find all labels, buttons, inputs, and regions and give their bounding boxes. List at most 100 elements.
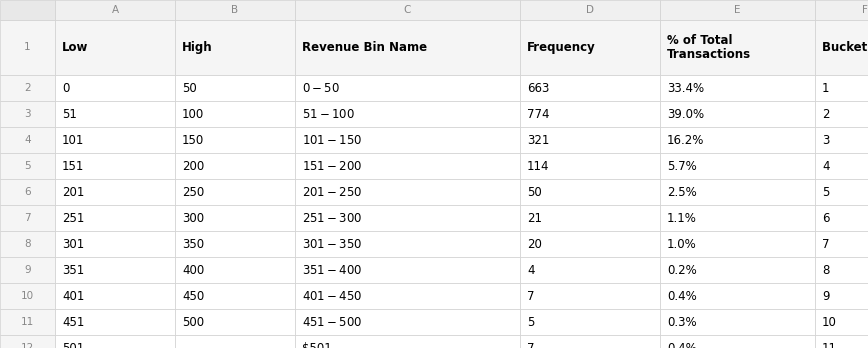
Bar	[175, 283, 295, 309]
Bar	[815, 153, 868, 179]
Text: 3: 3	[822, 134, 830, 147]
Bar	[815, 101, 868, 127]
Bar	[175, 127, 295, 153]
Bar	[520, 0, 660, 20]
Text: 12: 12	[21, 343, 34, 348]
Bar	[55, 101, 175, 127]
Bar	[815, 335, 868, 348]
Bar	[520, 257, 660, 283]
Bar	[815, 179, 868, 205]
Text: 11: 11	[822, 341, 837, 348]
Bar	[175, 20, 295, 75]
Bar	[295, 75, 520, 101]
Text: 100: 100	[182, 108, 204, 120]
Text: 5.7%: 5.7%	[667, 159, 697, 173]
Text: $51-$100: $51-$100	[302, 108, 355, 120]
Text: $351-$400: $351-$400	[302, 263, 363, 277]
Bar	[0, 283, 55, 309]
Bar	[815, 309, 868, 335]
Bar	[815, 205, 868, 231]
Bar	[55, 205, 175, 231]
Text: 7: 7	[527, 341, 535, 348]
Text: D: D	[586, 5, 594, 15]
Bar	[815, 283, 868, 309]
Text: 2: 2	[24, 83, 30, 93]
Text: % of Total
Transactions: % of Total Transactions	[667, 33, 751, 62]
Text: 1: 1	[822, 81, 830, 95]
Text: 4: 4	[527, 263, 535, 277]
Text: F: F	[862, 5, 868, 15]
Bar	[520, 283, 660, 309]
Bar	[660, 257, 815, 283]
Text: 10: 10	[21, 291, 34, 301]
Text: 8: 8	[24, 239, 30, 249]
Bar	[55, 179, 175, 205]
Bar	[660, 231, 815, 257]
Text: $0-$50: $0-$50	[302, 81, 340, 95]
Bar	[295, 101, 520, 127]
Bar	[0, 75, 55, 101]
Bar	[660, 309, 815, 335]
Text: 151: 151	[62, 159, 84, 173]
Text: $451-$500: $451-$500	[302, 316, 363, 329]
Text: 114: 114	[527, 159, 549, 173]
Bar	[295, 127, 520, 153]
Bar	[55, 0, 175, 20]
Text: Bucket #: Bucket #	[822, 41, 868, 54]
Bar	[55, 283, 175, 309]
Text: 201: 201	[62, 185, 84, 198]
Text: 50: 50	[527, 185, 542, 198]
Text: 7: 7	[822, 237, 830, 251]
Bar	[175, 0, 295, 20]
Bar	[175, 153, 295, 179]
Text: Revenue Bin Name: Revenue Bin Name	[302, 41, 427, 54]
Text: Low: Low	[62, 41, 89, 54]
Text: 200: 200	[182, 159, 204, 173]
Text: 4: 4	[822, 159, 830, 173]
Bar	[520, 205, 660, 231]
Bar	[175, 205, 295, 231]
Text: 300: 300	[182, 212, 204, 224]
Text: $501-: $501-	[302, 341, 336, 348]
Bar	[295, 309, 520, 335]
Text: 9: 9	[822, 290, 830, 302]
Text: 11: 11	[21, 317, 34, 327]
Text: 101: 101	[62, 134, 84, 147]
Bar	[815, 20, 868, 75]
Text: 400: 400	[182, 263, 204, 277]
Text: 5: 5	[24, 161, 30, 171]
Bar	[660, 127, 815, 153]
Bar	[815, 127, 868, 153]
Bar	[660, 20, 815, 75]
Text: 0.4%: 0.4%	[667, 341, 697, 348]
Text: 350: 350	[182, 237, 204, 251]
Bar	[520, 75, 660, 101]
Bar	[0, 179, 55, 205]
Text: Frequency: Frequency	[527, 41, 595, 54]
Text: $251-$300: $251-$300	[302, 212, 363, 224]
Bar	[0, 20, 55, 75]
Bar	[520, 231, 660, 257]
Bar	[815, 257, 868, 283]
Text: 10: 10	[822, 316, 837, 329]
Text: 5: 5	[527, 316, 535, 329]
Bar	[295, 257, 520, 283]
Bar	[0, 231, 55, 257]
Bar	[55, 309, 175, 335]
Bar	[175, 335, 295, 348]
Bar	[520, 101, 660, 127]
Text: $301-$350: $301-$350	[302, 237, 363, 251]
Text: 0: 0	[62, 81, 69, 95]
Bar	[55, 127, 175, 153]
Bar	[815, 0, 868, 20]
Text: 2: 2	[822, 108, 830, 120]
Bar	[175, 309, 295, 335]
Bar	[295, 153, 520, 179]
Text: 321: 321	[527, 134, 549, 147]
Bar	[295, 231, 520, 257]
Text: 251: 251	[62, 212, 84, 224]
Text: 774: 774	[527, 108, 549, 120]
Bar	[0, 257, 55, 283]
Text: 401: 401	[62, 290, 84, 302]
Bar	[55, 257, 175, 283]
